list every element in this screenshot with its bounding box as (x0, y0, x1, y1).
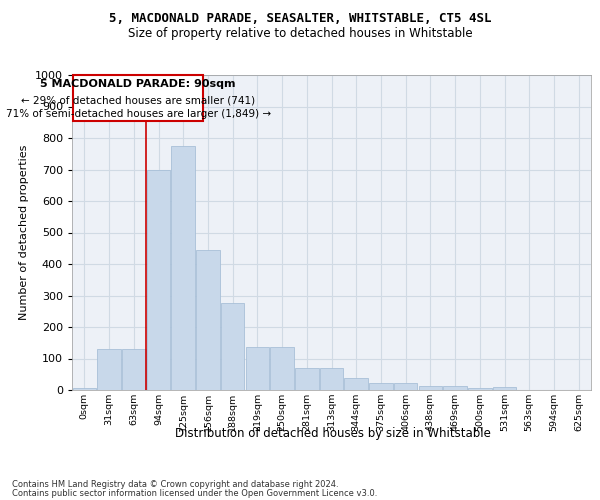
Bar (468, 388, 491, 390)
Text: Contains public sector information licensed under the Open Government Licence v3: Contains public sector information licen… (12, 490, 377, 498)
Bar (394, 383, 418, 390)
Bar (122, 349, 146, 390)
Text: 5, MACDONALD PARADE, SEASALTER, WHITSTABLE, CT5 4SL: 5, MACDONALD PARADE, SEASALTER, WHITSTAB… (109, 12, 491, 26)
Bar (320, 368, 343, 390)
Text: Size of property relative to detached houses in Whitstable: Size of property relative to detached ho… (128, 28, 472, 40)
Bar (221, 304, 244, 390)
Bar (443, 386, 467, 390)
Bar (97, 349, 121, 390)
Text: 71% of semi-detached houses are larger (1,849) →: 71% of semi-detached houses are larger (… (5, 109, 271, 119)
Bar (271, 348, 294, 390)
Y-axis label: Number of detached properties: Number of detached properties (19, 145, 29, 320)
Bar (73, 388, 96, 390)
Text: 5 MACDONALD PARADE: 90sqm: 5 MACDONALD PARADE: 90sqm (40, 79, 236, 89)
Bar (295, 368, 319, 390)
Bar (172, 146, 195, 390)
Bar (344, 378, 368, 390)
Bar (196, 250, 220, 390)
Bar (493, 388, 516, 390)
Bar (147, 170, 170, 390)
Text: Distribution of detached houses by size in Whitstable: Distribution of detached houses by size … (175, 428, 491, 440)
Bar (419, 386, 442, 390)
Bar (369, 383, 392, 390)
Bar (245, 348, 269, 390)
Text: Contains HM Land Registry data © Crown copyright and database right 2024.: Contains HM Land Registry data © Crown c… (12, 480, 338, 489)
Text: ← 29% of detached houses are smaller (741): ← 29% of detached houses are smaller (74… (21, 95, 255, 105)
